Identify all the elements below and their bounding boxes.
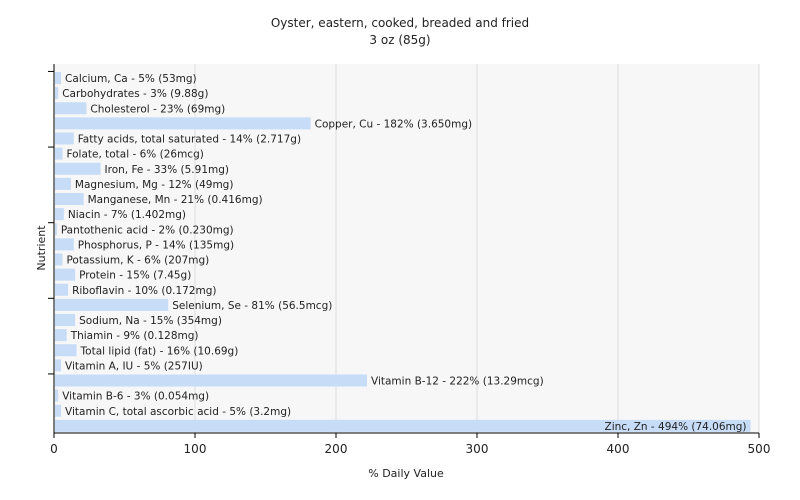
bar-label: Riboflavin - 10% (0.172mg) — [72, 285, 216, 297]
bar-label: Sodium, Na - 15% (354mg) — [79, 315, 222, 327]
bar-label: Copper, Cu - 182% (3.650mg) — [315, 118, 473, 130]
x-tick-label: 100 — [184, 442, 207, 456]
bar — [55, 344, 77, 357]
bar — [55, 162, 101, 175]
chart-subtitle: 3 oz (85g) — [369, 33, 430, 47]
bars — [55, 72, 751, 432]
axes — [48, 64, 759, 434]
bar-label: Thiamin - 9% (0.128mg) — [70, 330, 199, 342]
bar-label: Zinc, Zn - 494% (74.06mg) — [605, 421, 747, 433]
bar-label: Magnesium, Mg - 12% (49mg) — [75, 179, 234, 191]
bar — [55, 359, 62, 372]
bar — [55, 177, 71, 190]
bar-label: Carbohydrates - 3% (9.88g) — [62, 88, 208, 100]
bar-label: Vitamin B-6 - 3% (0.054mg) — [62, 391, 209, 403]
bar — [55, 374, 368, 387]
bar — [55, 419, 751, 432]
bar — [55, 87, 59, 100]
bar — [55, 404, 62, 417]
x-tick-label: 300 — [466, 442, 489, 456]
x-axis-title: % Daily Value — [368, 467, 444, 480]
bar — [55, 193, 84, 205]
bar-label: Manganese, Mn - 21% (0.416mg) — [88, 194, 263, 206]
bar-label: Vitamin C, total ascorbic acid - 5% (3.2… — [65, 406, 291, 418]
bar-label: Total lipid (fat) - 16% (10.69g) — [80, 345, 239, 357]
bar-label: Folate, total - 6% (26mcg) — [66, 149, 203, 161]
x-tick-label: 200 — [325, 442, 348, 456]
bar-label: Iron, Fe - 33% (5.91mg) — [105, 164, 229, 176]
bar-label: Potassium, K - 6% (207mg) — [66, 255, 209, 267]
bar — [55, 238, 74, 251]
bar — [55, 102, 87, 115]
bar-label: Calcium, Ca - 5% (53mg) — [65, 73, 197, 85]
bar — [55, 223, 57, 236]
bar-label: Phosphorus, P - 14% (135mg) — [78, 239, 234, 251]
bar-label: Fatty acids, total saturated - 14% (2.71… — [78, 134, 301, 146]
bar — [55, 72, 62, 84]
bar-label: Selenium, Se - 81% (56.5mcg) — [172, 300, 332, 312]
bar — [55, 208, 64, 221]
bar-label: Vitamin A, IU - 5% (257IU) — [65, 360, 203, 372]
x-tick-label: 400 — [607, 442, 630, 456]
bar — [55, 314, 76, 326]
bar — [55, 253, 63, 266]
bar — [55, 132, 74, 145]
bar — [55, 283, 69, 296]
bar-label: Protein - 15% (7.45g) — [79, 270, 191, 282]
bar — [55, 329, 67, 342]
x-axis-ticks: 0 100 200 300 400 500 — [50, 433, 770, 456]
chart-title: Oyster, eastern, cooked, breaded and fri… — [271, 16, 529, 30]
bar — [55, 117, 311, 130]
bar-label: Vitamin B-12 - 222% (13.29mcg) — [371, 376, 544, 388]
x-tick-label: 500 — [748, 442, 771, 456]
bar — [55, 268, 76, 281]
bar — [55, 389, 59, 402]
bar — [55, 147, 63, 160]
bar-label: Cholesterol - 23% (69mg) — [90, 103, 225, 115]
bar-labels: Calcium, Ca - 5% (53mg) Carbohydrates - 3… — [61, 73, 747, 433]
bar-label: Niacin - 7% (1.402mg) — [68, 209, 186, 221]
x-tick-label: 0 — [50, 442, 58, 456]
y-axis-title: Nutrient — [35, 225, 48, 271]
bar-label: Pantothenic acid - 2% (0.230mg) — [61, 224, 234, 236]
bar — [55, 298, 169, 311]
